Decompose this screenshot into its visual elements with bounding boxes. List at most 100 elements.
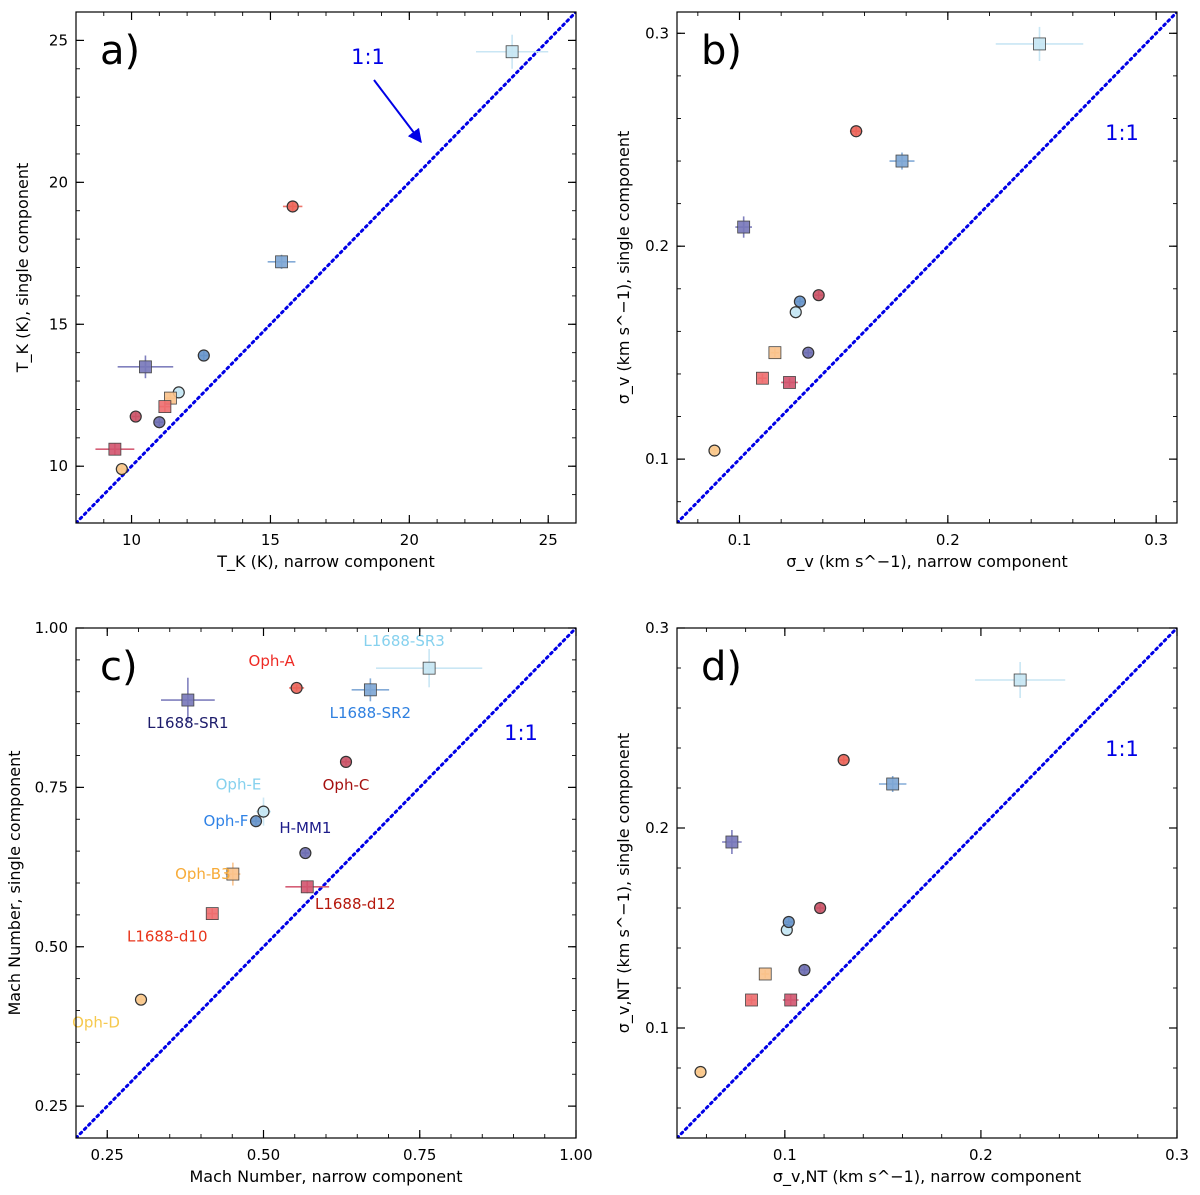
point-Oph-A bbox=[849, 125, 863, 138]
point-Oph-C bbox=[129, 410, 142, 423]
point-L1688-SR1 bbox=[722, 830, 742, 854]
point-label: L1688-SR3 bbox=[363, 632, 444, 650]
one-to-one-line bbox=[677, 12, 1177, 523]
marker-circle bbox=[802, 346, 815, 359]
x-tick-label: 0.2 bbox=[969, 1146, 993, 1164]
point-Oph-F bbox=[197, 349, 210, 362]
y-tick-label: 0.75 bbox=[35, 778, 68, 796]
panel-d: 1:1 0.1 0.2 0.3 0.1 0.2 0.3 σ_v,NT (km s^−1), n… bbox=[614, 619, 1189, 1187]
marker-square bbox=[725, 835, 739, 849]
point-L1688-SR3 bbox=[376, 649, 483, 688]
point-L1688-d10 bbox=[205, 907, 219, 920]
marker-circle bbox=[793, 295, 807, 308]
panel-label: c) bbox=[100, 644, 138, 690]
y-tick-label: 0.1 bbox=[645, 1019, 669, 1037]
point-L1688-SR2 bbox=[351, 678, 390, 702]
one-to-one-line bbox=[76, 628, 576, 1138]
plot-frame bbox=[676, 627, 1178, 1139]
one-to-one-label: 1:1 bbox=[504, 721, 538, 745]
y-tick-label: 20 bbox=[49, 173, 68, 191]
point-Oph-D bbox=[134, 993, 148, 1006]
x-tick-label: 0.2 bbox=[936, 531, 960, 549]
point-label: Oph-D bbox=[72, 1014, 120, 1032]
y-tick-label: 0.2 bbox=[645, 819, 669, 837]
x-axis-label: T_K (K), narrow component bbox=[216, 552, 434, 572]
marker-square bbox=[505, 45, 519, 59]
marker-circle bbox=[798, 963, 811, 977]
point-L1688-d12 bbox=[782, 993, 799, 1007]
marker-circle bbox=[339, 755, 353, 768]
marker-circle bbox=[837, 753, 850, 767]
point-Oph-E bbox=[256, 797, 271, 826]
panel-c: 1:1 Oph-A Oph-C Oph-E Oph-F Oph-B3 Oph-D L1688-… bbox=[5, 619, 593, 1186]
x-tick-label: 1.00 bbox=[559, 1146, 592, 1164]
marker-square bbox=[158, 400, 172, 414]
marker-square bbox=[745, 993, 758, 1007]
marker-circle bbox=[850, 125, 863, 138]
one-to-one-label: 1:1 bbox=[1105, 737, 1139, 761]
point-Oph-C bbox=[812, 289, 825, 302]
point-H-MM1 bbox=[798, 963, 811, 977]
marker-circle bbox=[134, 993, 148, 1006]
point-L1688-SR2 bbox=[889, 152, 915, 170]
x-tick-label: 20 bbox=[400, 531, 419, 549]
point-L1688-d12 bbox=[781, 376, 798, 389]
x-tick-label: 15 bbox=[261, 531, 280, 549]
point-Oph-F bbox=[782, 915, 795, 929]
point-label: Oph-B3 bbox=[175, 865, 231, 883]
x-tick-label: 0.25 bbox=[91, 1146, 124, 1164]
point-Oph-D bbox=[694, 1065, 707, 1079]
x-tick-label: 0.50 bbox=[247, 1146, 280, 1164]
marker-square bbox=[181, 693, 195, 707]
point-H-MM1 bbox=[802, 346, 815, 359]
panel-label: d) bbox=[701, 644, 742, 690]
x-axis-label: σ_v (km s^−1), narrow component bbox=[786, 552, 1068, 572]
point-Oph-B3 bbox=[225, 862, 241, 886]
point-H-MM1 bbox=[153, 416, 166, 429]
marker-square bbox=[784, 993, 798, 1007]
point-L1688-d10 bbox=[745, 993, 758, 1007]
point-L1688-SR1 bbox=[735, 216, 752, 238]
point-label: Oph-E bbox=[216, 776, 262, 794]
marker-circle bbox=[782, 915, 795, 929]
marker-square bbox=[275, 255, 288, 269]
point-Oph-F bbox=[793, 295, 807, 308]
y-tick-label: 25 bbox=[49, 31, 68, 49]
point-label: H-MM1 bbox=[279, 819, 331, 837]
marker-square bbox=[1033, 37, 1046, 51]
point-L1688-SR3 bbox=[975, 662, 1066, 698]
point-label: Oph-A bbox=[249, 652, 296, 670]
x-tick-label: 0.1 bbox=[773, 1146, 797, 1164]
y-axis-label: σ_v,NT (km s^−1), single component bbox=[614, 733, 634, 1033]
point-L1688-d12 bbox=[95, 442, 135, 456]
x-tick-label: 0.3 bbox=[1144, 531, 1168, 549]
marker-circle bbox=[115, 462, 128, 476]
marker-square bbox=[886, 777, 900, 791]
point-Oph-A bbox=[282, 200, 303, 213]
marker-circle bbox=[129, 410, 142, 423]
point-Oph-B3 bbox=[768, 346, 782, 360]
y-tick-label: 10 bbox=[49, 457, 68, 475]
plot-frame bbox=[676, 11, 1178, 524]
marker-square bbox=[758, 967, 772, 981]
x-axis-label: σ_v,NT (km s^−1), narrow component bbox=[773, 1167, 1081, 1187]
y-tick-label: 0.3 bbox=[645, 619, 669, 637]
one-to-one-arrow bbox=[373, 79, 422, 144]
point-L1688-SR2 bbox=[878, 776, 907, 792]
point-Oph-C bbox=[339, 755, 353, 768]
point-Oph-D bbox=[708, 444, 721, 457]
point-Oph-A bbox=[289, 681, 305, 695]
marker-square bbox=[300, 880, 314, 894]
marker-circle bbox=[197, 349, 210, 362]
y-tick-label: 0.50 bbox=[35, 938, 68, 956]
point-L1688-d12 bbox=[285, 880, 330, 894]
marker-square bbox=[226, 867, 240, 881]
x-tick-label: 10 bbox=[122, 531, 141, 549]
x-tick-label: 0.1 bbox=[728, 531, 752, 549]
marker-square bbox=[756, 371, 769, 385]
y-tick-label: 1.00 bbox=[35, 619, 68, 637]
point-label: L1688-SR1 bbox=[147, 714, 228, 732]
marker-circle bbox=[694, 1065, 707, 1079]
x-axis-label: Mach Number, narrow component bbox=[189, 1167, 462, 1186]
y-tick-label: 0.2 bbox=[645, 237, 669, 255]
